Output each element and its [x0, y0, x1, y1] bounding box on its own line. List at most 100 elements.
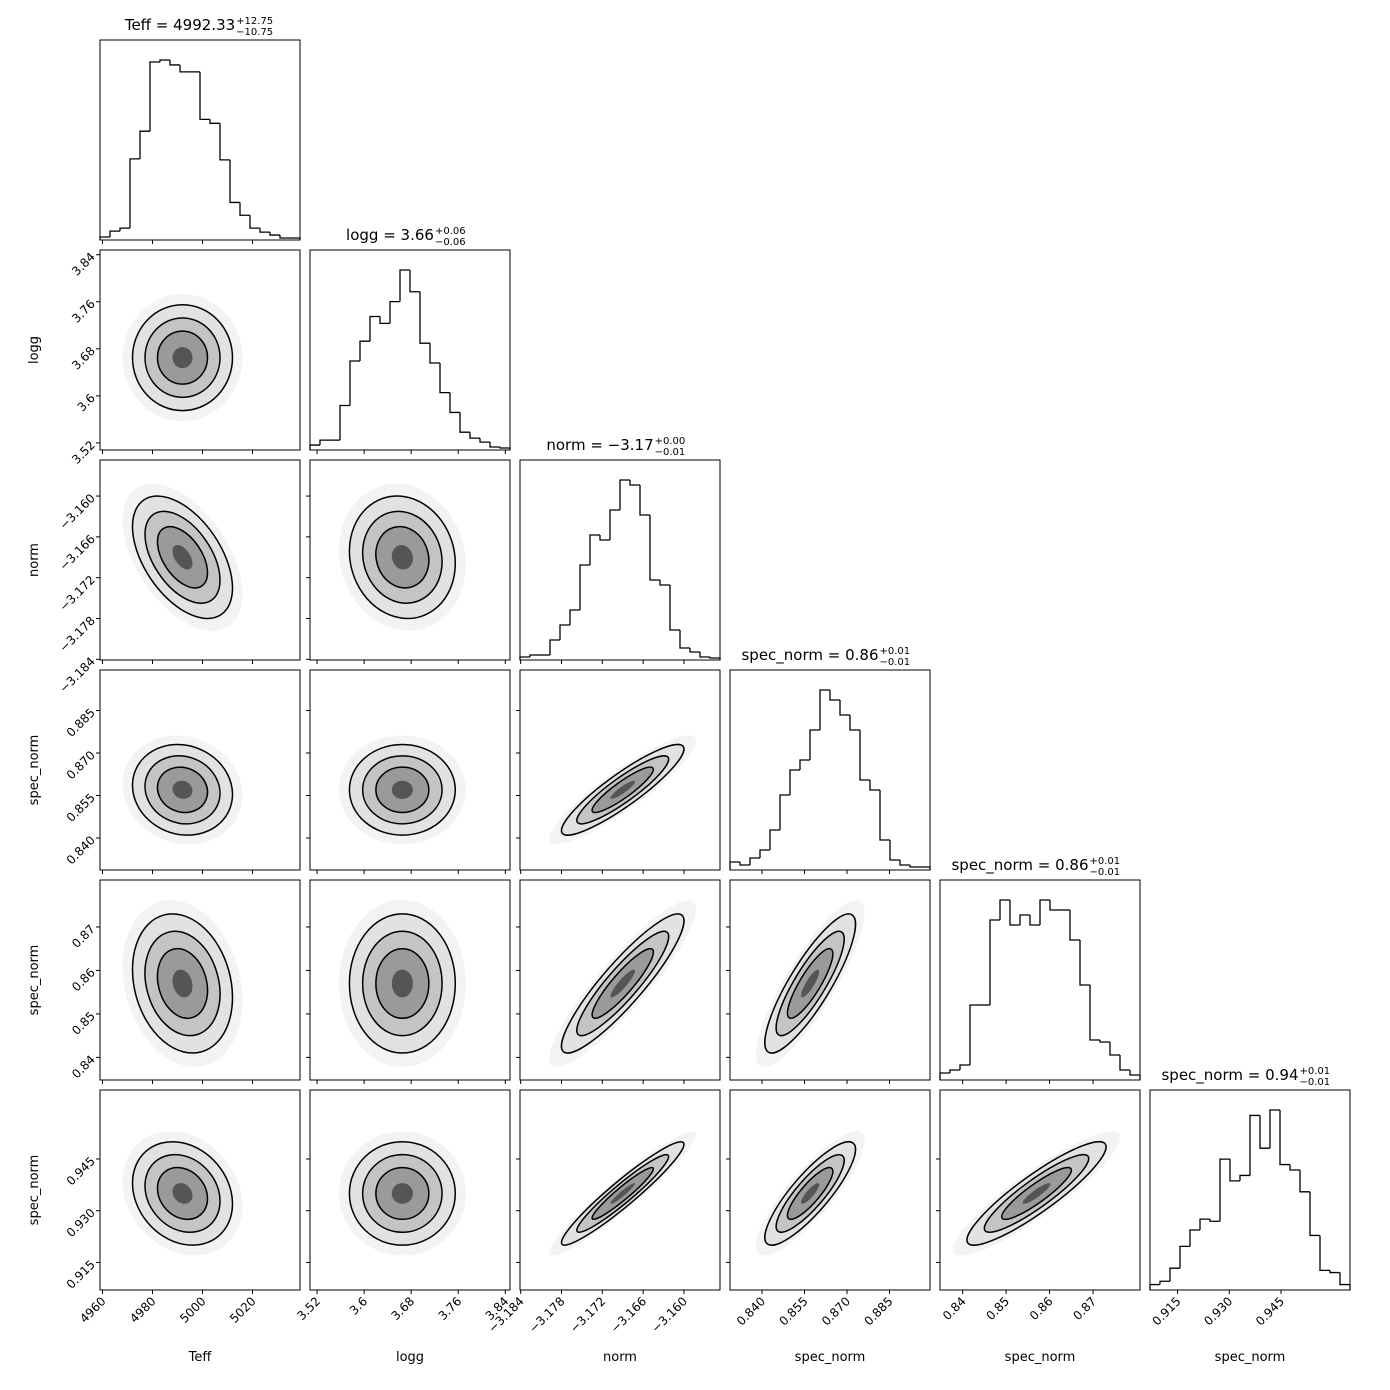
histogram-step	[419, 291, 430, 344]
histogram-step	[849, 715, 860, 731]
panel-frame	[729, 669, 931, 871]
error-minus: −0.06	[435, 237, 466, 248]
panel-frame	[99, 459, 301, 661]
panel-title: norm = −3.17	[546, 436, 653, 454]
histogram-step	[369, 315, 380, 342]
histogram-step	[1109, 1042, 1120, 1056]
histogram-step	[1259, 1115, 1270, 1149]
error-plus: +12.75	[236, 16, 273, 27]
contour	[172, 780, 193, 799]
contour	[610, 1183, 635, 1204]
histogram-step	[589, 534, 600, 565]
x-axis-label: spec_norm	[795, 1350, 866, 1365]
histogram-step	[619, 479, 630, 510]
contour	[391, 780, 413, 799]
panel-frame	[519, 879, 721, 1081]
histogram-step	[629, 480, 640, 486]
histogram-step	[479, 438, 490, 443]
histogram-step	[1219, 1158, 1230, 1222]
contour	[391, 1183, 413, 1204]
histogram-step	[409, 270, 420, 293]
panel-title: spec_norm = 0.94	[1161, 1066, 1298, 1085]
panel-frame	[99, 1089, 301, 1291]
histogram-step	[209, 119, 220, 124]
panel-frame	[939, 879, 1141, 1081]
panel-title: Teff = 4992.33	[124, 16, 235, 34]
contour	[391, 969, 413, 998]
histogram-step	[219, 123, 230, 161]
histogram-step	[439, 362, 450, 394]
histogram-step	[1309, 1191, 1320, 1237]
error-plus: +0.01	[1300, 1066, 1331, 1077]
histogram-step	[319, 439, 330, 446]
panel-frame	[519, 459, 721, 661]
x-axis-label: spec_norm	[1215, 1350, 1286, 1365]
panel	[306, 669, 511, 874]
contour	[610, 780, 635, 799]
x-axis-label: logg	[396, 1350, 424, 1365]
y-axis-label: logg	[27, 336, 42, 364]
panel-frame	[99, 39, 301, 241]
histogram-step	[139, 130, 150, 159]
histogram-step	[1119, 1055, 1130, 1071]
histogram-step	[199, 71, 210, 120]
histogram-step	[159, 59, 170, 62]
histogram-step	[1019, 914, 1030, 925]
histogram-step	[909, 865, 920, 868]
histogram-step	[569, 609, 580, 625]
panel-frame	[309, 249, 511, 451]
histogram-step	[359, 340, 370, 361]
histogram-step	[1249, 1114, 1260, 1176]
histogram-step	[559, 624, 570, 640]
histogram-step	[749, 857, 760, 865]
histogram-step	[109, 230, 120, 238]
contour	[172, 1183, 193, 1204]
histogram-step	[949, 1069, 960, 1073]
histogram-step	[269, 232, 280, 236]
contour	[801, 969, 820, 998]
panel-frame	[309, 459, 511, 661]
histogram-step	[349, 360, 360, 406]
panel	[729, 669, 931, 874]
histogram-step	[879, 790, 890, 841]
histogram-step	[969, 1004, 980, 1065]
histogram-step	[769, 829, 780, 850]
histogram-step	[1049, 900, 1060, 911]
histogram-step	[1169, 1267, 1180, 1282]
histogram-step	[239, 202, 250, 216]
histogram-step	[679, 630, 690, 649]
histogram-step	[1319, 1235, 1330, 1272]
histogram-step	[1269, 1109, 1280, 1149]
panel-frame	[309, 879, 511, 1081]
contours	[549, 1131, 697, 1256]
histogram-step	[689, 648, 700, 653]
histogram-step	[1159, 1280, 1170, 1285]
panel-frame	[1149, 1089, 1351, 1291]
y-axis-label: spec_norm	[27, 735, 42, 806]
contour	[1022, 1183, 1051, 1204]
panel-frame	[519, 1089, 721, 1291]
contours	[549, 899, 697, 1067]
x-axis-label: Teff	[188, 1350, 213, 1365]
histogram-step	[1189, 1229, 1200, 1247]
panel	[516, 669, 721, 874]
histogram-step	[529, 654, 540, 657]
panel	[309, 249, 511, 454]
panel-frame	[99, 669, 301, 871]
contour	[391, 545, 413, 570]
histogram-step	[1299, 1170, 1310, 1193]
histogram-step	[1279, 1110, 1290, 1166]
histogram-step	[129, 158, 140, 229]
histogram-step	[699, 652, 710, 658]
histogram-step	[259, 228, 270, 233]
histogram-step	[609, 509, 620, 540]
histogram-step	[429, 343, 440, 364]
contours	[338, 483, 466, 631]
histogram-step	[1289, 1164, 1300, 1171]
panel	[939, 879, 1141, 1084]
error-plus: +0.00	[655, 436, 686, 447]
histogram-step	[789, 769, 800, 795]
panel-frame	[99, 249, 301, 451]
